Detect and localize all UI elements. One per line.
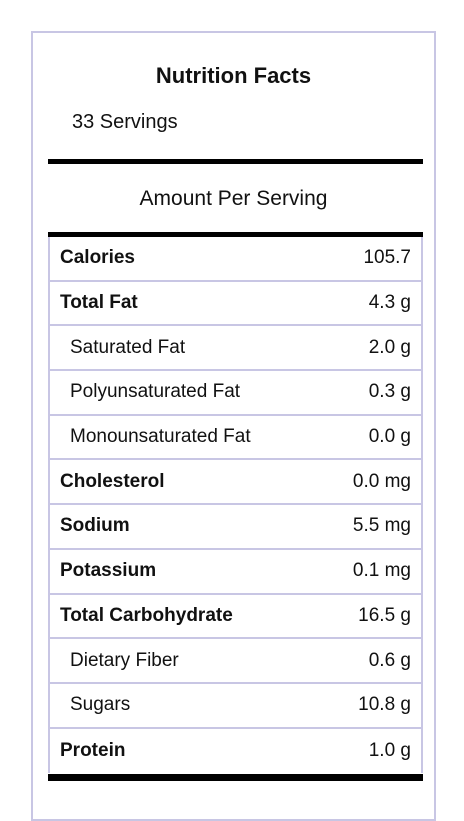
divider	[48, 159, 423, 164]
nutrient-row: Monounsaturated Fat 0.0 g	[48, 415, 423, 461]
nutrient-row: Total Carbohydrate 16.5 g	[48, 594, 423, 640]
nutrient-value: 0.1 mg	[352, 560, 411, 582]
nutrient-name: Total Carbohydrate	[60, 604, 233, 626]
nutrient-value: 0.3 g	[368, 381, 411, 403]
table: Calories 105.7 Total Fat 4.3 g Saturated Fat…	[48, 237, 423, 774]
nutrient-name: Protein	[60, 739, 126, 761]
nutrient-value: 5.5 mg	[352, 515, 411, 537]
nutrient-name: Total Fat	[60, 292, 138, 314]
nutrient-value: 10.8 g	[358, 694, 411, 716]
nutrient-value: 1.0 g	[368, 739, 411, 761]
nutrient-value: 105.7	[363, 247, 411, 269]
nutrient-row: Sodium 5.5 mg	[48, 505, 423, 550]
nutrient-row: Dietary Fiber 0.6 g	[48, 639, 423, 684]
nutrient-row: Saturated Fat 2.0 g	[48, 326, 423, 372]
nutrient-value: 16.5 g	[358, 604, 411, 626]
divider	[48, 232, 423, 237]
title: Nutrition Facts	[155, 63, 312, 88]
nutrient-value: 2.0 g	[368, 336, 411, 358]
nutrient-name: Dietary Fiber	[70, 649, 179, 671]
nutrient-value: 4.3 g	[368, 292, 411, 314]
nutrient-value: 0.0 mg	[352, 470, 411, 492]
nutrient-row: Protein 1.0 g	[48, 728, 423, 774]
nutrient-name: Potassium	[60, 560, 157, 582]
nutrient-row: Calories 105.7	[48, 237, 423, 282]
nutrient-name: Polyunsaturated Fat	[70, 381, 241, 403]
amount-label: Amount Per Serving	[139, 187, 328, 210]
nutrient-name: Monounsaturated Fat	[70, 426, 251, 448]
nutrient-name: Saturated Fat	[70, 336, 186, 358]
nutrient-value: 0.0 g	[368, 426, 411, 448]
nutrient-row: Sugars 10.8 g	[48, 683, 423, 729]
nutrient-name: Sugars	[70, 694, 131, 716]
nutrition-label: Nutrition Facts 33 Servings Amount Per S…	[31, 31, 436, 821]
nutrient-row: Total Fat 4.3 g	[48, 281, 423, 327]
nutrient-name: Calories	[60, 247, 135, 269]
nutrient-row: Polyunsaturated Fat 0.3 g	[48, 371, 423, 416]
servings: 33 Servings	[72, 111, 178, 133]
nutrient-name: Sodium	[60, 515, 130, 537]
nutrient-name: Cholesterol	[60, 470, 165, 492]
nutrient-row: Cholesterol 0.0 mg	[48, 460, 423, 506]
divider	[48, 774, 423, 781]
nutrient-value: 0.6 g	[368, 649, 411, 671]
nutrient-row: Potassium 0.1 mg	[48, 549, 423, 595]
